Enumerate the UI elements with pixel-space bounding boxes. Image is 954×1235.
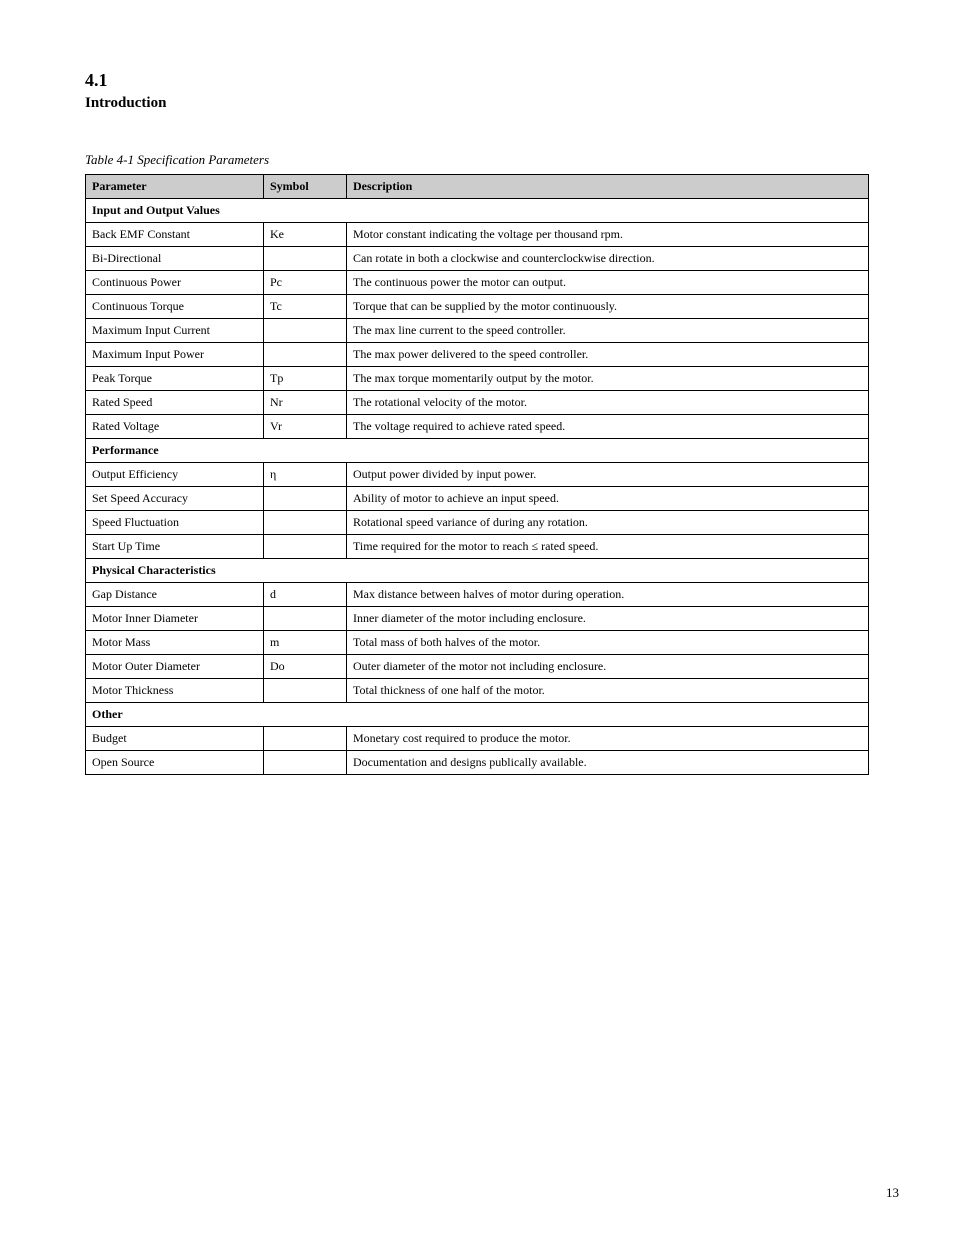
cell-parameter: Start Up Time	[86, 535, 264, 559]
cell-description: Rotational speed variance of during any …	[347, 511, 869, 535]
col-header-symbol: Symbol	[264, 175, 347, 199]
cell-symbol: Nr	[264, 391, 347, 415]
cell-parameter: Motor Thickness	[86, 679, 264, 703]
cell-symbol: Pc	[264, 271, 347, 295]
cell-description: Max distance between halves of motor dur…	[347, 583, 869, 607]
cell-description: Output power divided by input power.	[347, 463, 869, 487]
table-caption: Table 4-1 Specification Parameters	[85, 152, 869, 168]
cell-parameter: Rated Speed	[86, 391, 264, 415]
cell-parameter: Rated Voltage	[86, 415, 264, 439]
table-row: Rated SpeedNrThe rotational velocity of …	[86, 391, 869, 415]
table-row: Peak TorqueTpThe max torque momentarily …	[86, 367, 869, 391]
cell-description: Motor constant indicating the voltage pe…	[347, 223, 869, 247]
cell-symbol	[264, 679, 347, 703]
cell-description: The max power delivered to the speed con…	[347, 343, 869, 367]
cell-description: Ability of motor to achieve an input spe…	[347, 487, 869, 511]
table-row: Motor Inner Diameter Inner diameter of th…	[86, 607, 869, 631]
table-section-row: Other	[86, 703, 869, 727]
cell-description: Total thickness of one half of the motor…	[347, 679, 869, 703]
cell-symbol: m	[264, 631, 347, 655]
cell-symbol: Do	[264, 655, 347, 679]
cell-parameter: Peak Torque	[86, 367, 264, 391]
cell-description: Documentation and designs publically ava…	[347, 751, 869, 775]
table-row: Bi-Directional Can rotate in both a clock…	[86, 247, 869, 271]
table-row: Open Source Documentation and designs pub…	[86, 751, 869, 775]
cell-parameter: Bi-Directional	[86, 247, 264, 271]
cell-description: Time required for the motor to reach ≤ r…	[347, 535, 869, 559]
cell-description: Monetary cost required to produce the mo…	[347, 727, 869, 751]
cell-parameter: Set Speed Accuracy	[86, 487, 264, 511]
cell-symbol	[264, 319, 347, 343]
table-row: Continuous PowerPcThe continuous power t…	[86, 271, 869, 295]
table-row: Budget Monetary cost required to produce …	[86, 727, 869, 751]
section-number: 4.1	[85, 70, 869, 91]
cell-symbol	[264, 607, 347, 631]
cell-symbol: Vr	[264, 415, 347, 439]
cell-parameter: Continuous Power	[86, 271, 264, 295]
table-row: Output EfficiencyηOutput power divided b…	[86, 463, 869, 487]
cell-parameter: Budget	[86, 727, 264, 751]
col-header-parameter: Parameter	[86, 175, 264, 199]
table-row: Back EMF ConstantKeMotor constant indica…	[86, 223, 869, 247]
cell-parameter: Output Efficiency	[86, 463, 264, 487]
cell-description: The continuous power the motor can outpu…	[347, 271, 869, 295]
table-section-row: Physical Characteristics	[86, 559, 869, 583]
table-section-title: Physical Characteristics	[86, 559, 869, 583]
cell-symbol	[264, 511, 347, 535]
cell-parameter: Open Source	[86, 751, 264, 775]
table-row: Maximum Input Power The max power deliver…	[86, 343, 869, 367]
cell-symbol: d	[264, 583, 347, 607]
cell-symbol: Tc	[264, 295, 347, 319]
cell-parameter: Gap Distance	[86, 583, 264, 607]
table-row: Speed Fluctuation Rotational speed varian…	[86, 511, 869, 535]
table-row: Motor MassmTotal mass of both halves of …	[86, 631, 869, 655]
table-row: Gap DistancedMax distance between halves…	[86, 583, 869, 607]
cell-description: Total mass of both halves of the motor.	[347, 631, 869, 655]
table-row: Rated VoltageVrThe voltage required to a…	[86, 415, 869, 439]
col-header-description: Description	[347, 175, 869, 199]
cell-symbol: Ke	[264, 223, 347, 247]
table-row: Maximum Input Current The max line curren…	[86, 319, 869, 343]
cell-parameter: Motor Mass	[86, 631, 264, 655]
cell-symbol: Tp	[264, 367, 347, 391]
cell-symbol: η	[264, 463, 347, 487]
cell-description: The rotational velocity of the motor.	[347, 391, 869, 415]
table-section-row: Input and Output Values	[86, 199, 869, 223]
cell-parameter: Maximum Input Current	[86, 319, 264, 343]
table-row: Start Up Time Time required for the motor…	[86, 535, 869, 559]
cell-symbol	[264, 751, 347, 775]
table-section-row: Performance	[86, 439, 869, 463]
cell-description: The max torque momentarily output by the…	[347, 367, 869, 391]
cell-symbol	[264, 535, 347, 559]
cell-description: The max line current to the speed contro…	[347, 319, 869, 343]
table-row: Motor Thickness Total thickness of one ha…	[86, 679, 869, 703]
table-row: Continuous TorqueTcTorque that can be su…	[86, 295, 869, 319]
cell-symbol	[264, 247, 347, 271]
page-number: 13	[886, 1185, 899, 1201]
table-section-title: Performance	[86, 439, 869, 463]
table-header-row: Parameter Symbol Description	[86, 175, 869, 199]
cell-description: Can rotate in both a clockwise and count…	[347, 247, 869, 271]
cell-symbol	[264, 343, 347, 367]
cell-parameter: Motor Outer Diameter	[86, 655, 264, 679]
cell-description: Outer diameter of the motor not includin…	[347, 655, 869, 679]
cell-description: Inner diameter of the motor including en…	[347, 607, 869, 631]
table-row: Set Speed Accuracy Ability of motor to ac…	[86, 487, 869, 511]
cell-parameter: Speed Fluctuation	[86, 511, 264, 535]
cell-parameter: Maximum Input Power	[86, 343, 264, 367]
section-title: Introduction	[85, 95, 869, 112]
cell-description: Torque that can be supplied by the motor…	[347, 295, 869, 319]
table-section-title: Input and Output Values	[86, 199, 869, 223]
cell-parameter: Continuous Torque	[86, 295, 264, 319]
document-page: 4.1 Introduction Table 4-1 Specification…	[0, 0, 954, 1235]
cell-symbol	[264, 727, 347, 751]
table-section-title: Other	[86, 703, 869, 727]
spec-parameters-table: Parameter Symbol Description Input and O…	[85, 174, 869, 775]
cell-description: The voltage required to achieve rated sp…	[347, 415, 869, 439]
cell-parameter: Back EMF Constant	[86, 223, 264, 247]
cell-symbol	[264, 487, 347, 511]
cell-parameter: Motor Inner Diameter	[86, 607, 264, 631]
table-row: Motor Outer DiameterDoOuter diameter of …	[86, 655, 869, 679]
